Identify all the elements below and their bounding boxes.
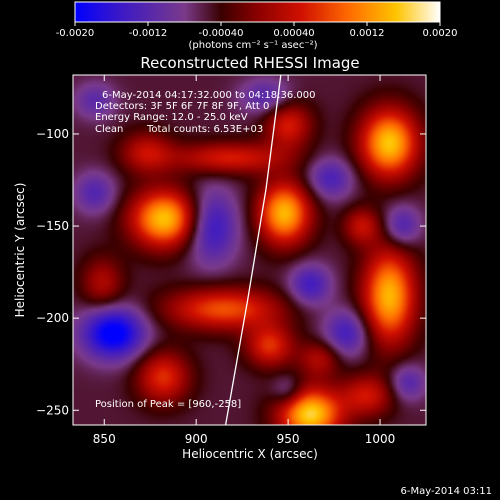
x-tick-label: 1000 [365, 432, 396, 446]
axis-ticks: 850 900 950 1000 −100 −150 −200 −250 [36, 75, 426, 446]
plot-area: 850 900 950 1000 −100 −150 −200 −250 [36, 74, 427, 446]
heatmap-image [73, 75, 426, 425]
annotation-energy-range: Energy Range: 12.0 - 25.0 keV [95, 112, 248, 123]
annotation-method: Clean [95, 124, 123, 135]
solar-limb-line [224, 75, 282, 425]
annotation-total-counts: Total counts: 6.53E+03 [146, 124, 263, 135]
colorbar-unit-label: (photons cm⁻² s⁻¹ asec⁻²) [188, 40, 317, 51]
colorbar-gradient [74, 1, 441, 23]
x-tick-label: 900 [185, 432, 208, 446]
plot-frame [72, 74, 427, 426]
colorbar-tick-label: -0.0012 [129, 28, 168, 39]
annotation-detectors: Detectors: 3F 5F 6F 7F 8F 9F, Att 0 [95, 101, 269, 112]
colorbar-tick-label: 0.0020 [423, 28, 458, 39]
y-axis-label: Heliocentric Y (arcsec) [13, 183, 27, 318]
annotation-time-range: 6-May-2014 04:17:32.000 to 04:18:36.000 [102, 90, 315, 101]
y-tick-label: −150 [36, 219, 69, 233]
colorbar: -0.0020 -0.0012 -0.00040 0.00040 0.0012 0.002… [56, 1, 458, 51]
chart-title: Reconstructed RHESSI Image [140, 54, 359, 72]
x-tick-label: 950 [277, 432, 300, 446]
peak-position-label: Position of Peak = [960,-258] [95, 399, 241, 410]
y-tick-label: −250 [36, 403, 69, 417]
colorbar-tick-label: 0.00040 [273, 28, 314, 39]
y-tick-label: −200 [36, 311, 69, 325]
footer-timestamp: 6-May-2014 03:11 [400, 486, 492, 497]
colorbar-tick-label: -0.00040 [199, 28, 244, 39]
x-tick-label: 850 [93, 432, 116, 446]
y-tick-label: −100 [36, 127, 69, 141]
info-annotations: 6-May-2014 04:17:32.000 to 04:18:36.000 … [95, 90, 315, 410]
colorbar-ticks: -0.0020 -0.0012 -0.00040 0.00040 0.0012 0.002… [56, 22, 458, 39]
x-axis-label: Heliocentric X (arcsec) [182, 447, 318, 461]
colorbar-tick-label: -0.0020 [56, 28, 95, 39]
colorbar-tick-label: 0.0012 [350, 28, 385, 39]
